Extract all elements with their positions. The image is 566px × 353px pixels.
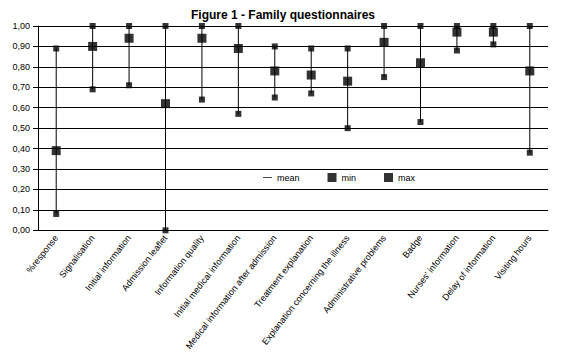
- svg-text:0,70: 0,70: [12, 82, 30, 92]
- svg-text:Admission leaflet: Admission leaflet: [119, 233, 170, 293]
- svg-text:1,00: 1,00: [12, 21, 30, 31]
- svg-text:%response: %response: [25, 233, 61, 275]
- svg-text:Initial information: Initial information: [83, 233, 133, 293]
- svg-text:Nurses' information: Nurses' information: [405, 233, 461, 301]
- svg-text:Visiting hours: Visiting hours: [493, 233, 534, 282]
- svg-text:0,20: 0,20: [12, 184, 30, 194]
- svg-text:Signalisation: Signalisation: [57, 233, 96, 279]
- svg-text:Treatment explanation: Treatment explanation: [252, 233, 315, 309]
- svg-text:Medical information after admi: Medical information after admission: [183, 233, 279, 351]
- svg-text:Figure 1 - Family questionnair: Figure 1 - Family questionnaires: [191, 8, 375, 22]
- svg-text:0,00: 0,00: [12, 225, 30, 235]
- svg-text:0,80: 0,80: [12, 62, 30, 72]
- svg-text:Administrative problems: Administrative problems: [321, 233, 388, 315]
- svg-text:Explanation concerning the ill: Explanation concerning the illness: [259, 233, 352, 347]
- svg-text:mean: mean: [277, 173, 300, 183]
- svg-text:Initial medical information: Initial medical information: [172, 233, 242, 319]
- svg-text:0,60: 0,60: [12, 103, 30, 113]
- svg-text:Badge: Badge: [401, 233, 425, 260]
- svg-text:Information quality: Information quality: [152, 233, 206, 298]
- svg-text:0,40: 0,40: [12, 144, 30, 154]
- svg-text:min: min: [342, 173, 357, 183]
- svg-text:Delay of information: Delay of information: [440, 233, 497, 302]
- svg-text:max: max: [398, 173, 416, 183]
- svg-text:0,50: 0,50: [12, 123, 30, 133]
- svg-text:0,30: 0,30: [12, 164, 30, 174]
- svg-text:0,90: 0,90: [12, 41, 30, 51]
- svg-text:0,10: 0,10: [12, 205, 30, 215]
